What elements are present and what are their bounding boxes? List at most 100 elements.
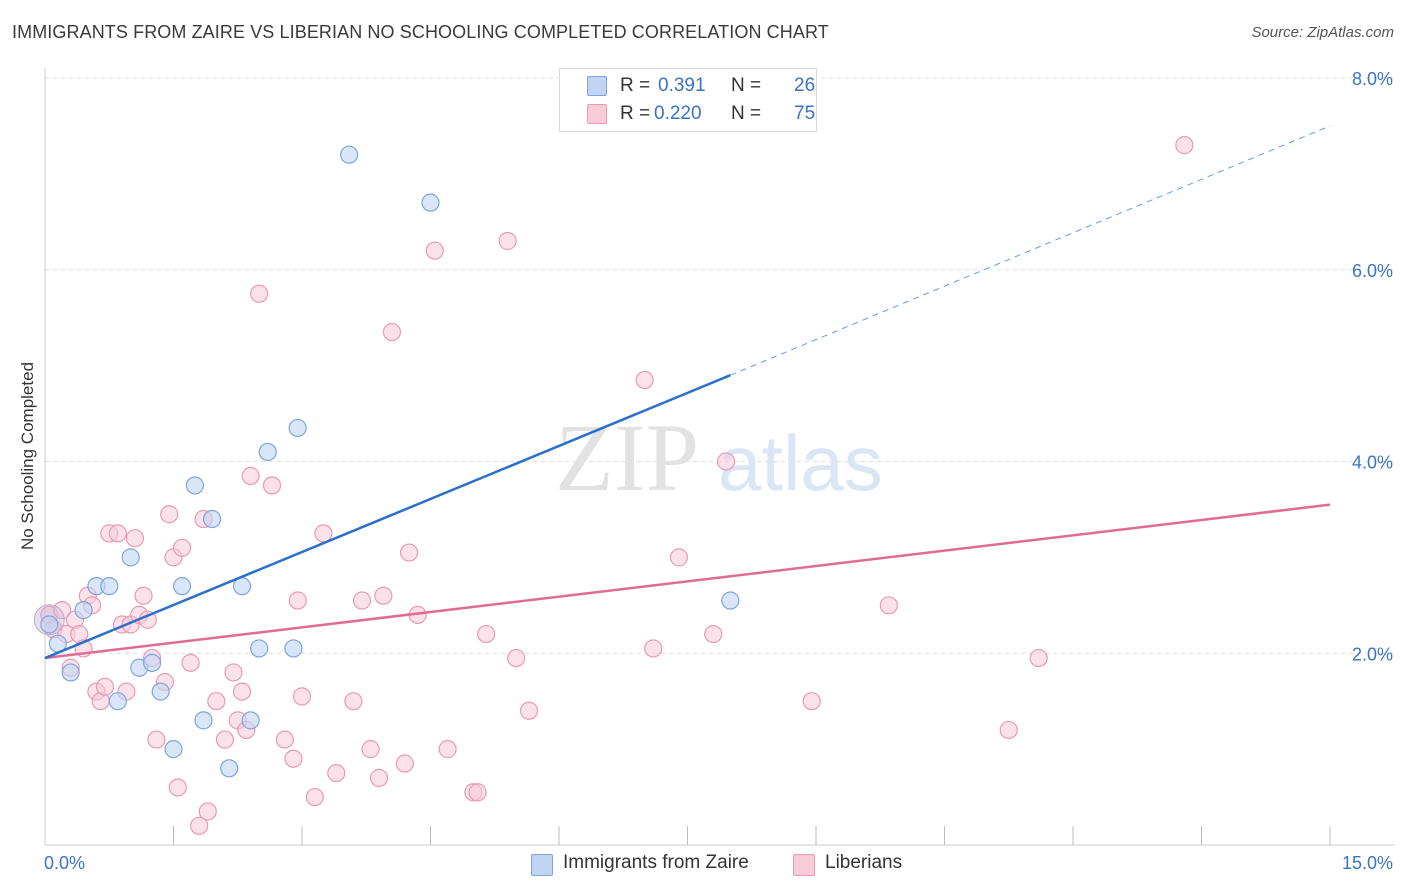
zaire-point — [340, 145, 359, 164]
legend-r-value: 0.391 — [658, 75, 706, 96]
grid-lines — [45, 77, 1394, 654]
zaire-point — [194, 711, 213, 730]
liberian-point — [172, 538, 192, 557]
legend-swatch-liberian — [793, 854, 815, 876]
liberian-point — [190, 816, 209, 835]
zaire-trend-extension — [730, 125, 1331, 376]
liberian-point — [207, 692, 226, 711]
legend-swatch-liberian — [587, 104, 607, 124]
liberian-point — [284, 749, 303, 768]
zaire-point — [151, 682, 170, 701]
zaire-point — [185, 476, 205, 495]
liberian-point — [241, 466, 260, 485]
liberian-point — [370, 768, 389, 787]
zaire-point — [288, 418, 307, 438]
liberian-point — [95, 677, 115, 696]
liberian-point — [125, 529, 145, 548]
correlation-legend: R = 0.391 N = 26 R = 0.220 N = 75 — [559, 68, 817, 132]
legend-label-zaire: Immigrants from Zaire — [563, 852, 749, 873]
liberian-point — [374, 586, 393, 605]
liberian-point — [288, 591, 307, 610]
liberian-point — [999, 720, 1018, 740]
legend-swatch-zaire — [587, 76, 607, 96]
liberian-point — [438, 740, 457, 759]
liberian-point — [716, 452, 736, 471]
axes — [44, 68, 1394, 846]
legend-r-label: R = — [620, 75, 651, 96]
liberian-point — [250, 284, 269, 303]
liberian-point — [352, 591, 372, 610]
liberian-point — [1175, 136, 1194, 155]
liberian-point — [344, 692, 363, 711]
liberian-point — [468, 783, 487, 802]
liberian-point — [275, 730, 294, 749]
zaire-point — [121, 548, 140, 567]
liberian-point — [1029, 648, 1048, 668]
liberian-point — [635, 370, 654, 390]
legend-r-value: 0.220 — [654, 103, 702, 124]
legend-n-value: 75 — [794, 103, 816, 124]
zaire-point — [61, 663, 80, 682]
legend-r-label: R = — [620, 103, 651, 124]
zaire-point — [142, 653, 162, 672]
liberian-point — [305, 787, 324, 807]
source-label: Source: ZipAtlas.com — [1251, 24, 1394, 41]
liberian-point — [232, 682, 252, 701]
y-tick-label: 4.0% — [1352, 453, 1393, 473]
liberian-point — [168, 778, 187, 797]
zaire-point — [258, 442, 277, 462]
chart-title: IMMIGRANTS FROM ZAIRE VS LIBERIAN NO SCH… — [12, 22, 829, 42]
zaire-points — [40, 145, 740, 778]
zaire-point — [164, 740, 183, 759]
liberian-point — [519, 701, 539, 720]
liberian-point — [292, 687, 312, 706]
legend-n-value: 26 — [794, 75, 816, 96]
zaire-point — [74, 601, 93, 620]
liberian-point — [704, 624, 723, 644]
liberian-point — [507, 648, 526, 668]
legend-swatch-zaire — [531, 854, 553, 876]
zaire-point — [108, 692, 127, 711]
zaire-point — [250, 639, 269, 658]
liberian-point — [181, 653, 200, 672]
liberian-point — [425, 241, 444, 260]
legend-label-liberian: Liberians — [825, 852, 903, 873]
liberian-point — [108, 524, 127, 543]
tick-labels: 2.0% 4.0% 6.0% 8.0% 0.0% 15.0% — [44, 69, 1393, 873]
zaire-point — [40, 615, 59, 634]
liberian-point — [215, 730, 234, 749]
x-tick-label: 0.0% — [44, 853, 85, 873]
liberian-point — [147, 730, 166, 749]
zaire-trend-line — [44, 374, 731, 660]
watermark-zip: ZIP — [555, 404, 699, 511]
zaire-point — [284, 639, 303, 658]
zaire-point — [241, 711, 260, 730]
liberian-point — [160, 505, 179, 524]
zaire-point — [421, 193, 440, 212]
liberian-point — [879, 596, 898, 615]
liberian-point — [644, 639, 663, 658]
liberian-point — [361, 740, 380, 759]
liberian-point — [395, 754, 414, 773]
y-tick-label: 2.0% — [1352, 644, 1393, 664]
legend-n-label: N = — [731, 75, 762, 96]
liberian-point — [327, 763, 346, 783]
zaire-point — [220, 759, 239, 778]
liberian-trend-line — [44, 503, 1331, 660]
liberian-point — [477, 624, 496, 644]
watermark-atlas: atlas — [718, 419, 883, 507]
liberian-point — [262, 476, 282, 495]
x-tick-label: 15.0% — [1342, 853, 1393, 873]
y-tick-label: 8.0% — [1352, 69, 1393, 89]
y-tick-label: 6.0% — [1352, 261, 1393, 281]
zaire-point — [100, 577, 119, 596]
liberian-point — [382, 322, 402, 342]
liberian-point — [53, 601, 72, 620]
liberian-point — [198, 802, 217, 821]
liberian-point — [399, 543, 419, 562]
watermark: ZIP atlas — [555, 404, 883, 511]
trend-lines — [44, 125, 1331, 660]
liberian-point — [134, 586, 153, 605]
zaire-point — [172, 577, 192, 596]
